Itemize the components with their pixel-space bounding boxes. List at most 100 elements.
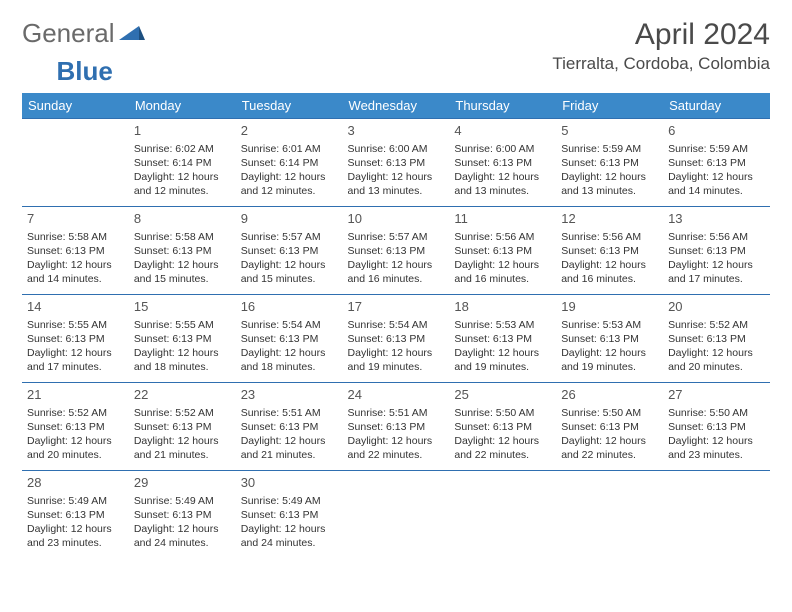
sunrise-text: Sunrise: 6:00 AM <box>348 142 445 156</box>
sunrise-text: Sunrise: 5:50 AM <box>454 406 551 420</box>
day-number: 6 <box>668 122 765 140</box>
sunrise-text: Sunrise: 5:50 AM <box>561 406 658 420</box>
sunset-text: Sunset: 6:13 PM <box>348 332 445 346</box>
day-number: 15 <box>134 298 231 316</box>
sunrise-text: Sunrise: 5:55 AM <box>27 318 124 332</box>
calendar-day-cell: 20Sunrise: 5:52 AMSunset: 6:13 PMDayligh… <box>663 295 770 383</box>
daylight-text: Daylight: 12 hours <box>561 258 658 272</box>
day-number: 17 <box>348 298 445 316</box>
sunrise-text: Sunrise: 5:49 AM <box>134 494 231 508</box>
sunrise-text: Sunrise: 5:50 AM <box>668 406 765 420</box>
weekday-header: Monday <box>129 93 236 119</box>
weekday-header: Sunday <box>22 93 129 119</box>
sunset-text: Sunset: 6:13 PM <box>561 332 658 346</box>
sunrise-text: Sunrise: 5:56 AM <box>454 230 551 244</box>
daylight-text: Daylight: 12 hours <box>241 522 338 536</box>
daylight-text: and 13 minutes. <box>454 184 551 198</box>
sunrise-text: Sunrise: 5:57 AM <box>348 230 445 244</box>
logo-text-general: General <box>22 18 115 49</box>
calendar-day-cell: 16Sunrise: 5:54 AMSunset: 6:13 PMDayligh… <box>236 295 343 383</box>
calendar-day-cell: 8 Sunrise: 5:58 AMSunset: 6:13 PMDaylight… <box>129 207 236 295</box>
daylight-text: and 21 minutes. <box>241 448 338 462</box>
daylight-text: Daylight: 12 hours <box>27 522 124 536</box>
sunset-text: Sunset: 6:13 PM <box>348 244 445 258</box>
sunset-text: Sunset: 6:13 PM <box>454 244 551 258</box>
sunset-text: Sunset: 6:13 PM <box>27 332 124 346</box>
daylight-text: Daylight: 12 hours <box>561 346 658 360</box>
day-number: 12 <box>561 210 658 228</box>
day-number: 4 <box>454 122 551 140</box>
calendar-day-cell: 15Sunrise: 5:55 AMSunset: 6:13 PMDayligh… <box>129 295 236 383</box>
daylight-text: and 20 minutes. <box>668 360 765 374</box>
daylight-text: Daylight: 12 hours <box>241 434 338 448</box>
logo: General <box>22 18 145 49</box>
daylight-text: Daylight: 12 hours <box>27 258 124 272</box>
sunrise-text: Sunrise: 5:49 AM <box>241 494 338 508</box>
daylight-text: Daylight: 12 hours <box>454 434 551 448</box>
day-number: 2 <box>241 122 338 140</box>
daylight-text: and 16 minutes. <box>348 272 445 286</box>
calendar-day-cell <box>663 471 770 559</box>
calendar-day-cell: 4Sunrise: 6:00 AMSunset: 6:13 PMDaylight… <box>449 119 556 207</box>
calendar-week-row: 14Sunrise: 5:55 AMSunset: 6:13 PMDayligh… <box>22 295 770 383</box>
sunset-text: Sunset: 6:13 PM <box>241 244 338 258</box>
logo-icon <box>119 18 145 49</box>
daylight-text: Daylight: 12 hours <box>348 346 445 360</box>
sunset-text: Sunset: 6:13 PM <box>134 244 231 258</box>
weekday-header-row: Sunday Monday Tuesday Wednesday Thursday… <box>22 93 770 119</box>
daylight-text: Daylight: 12 hours <box>134 522 231 536</box>
calendar-day-cell: 12Sunrise: 5:56 AMSunset: 6:13 PMDayligh… <box>556 207 663 295</box>
calendar-day-cell: 13Sunrise: 5:56 AMSunset: 6:13 PMDayligh… <box>663 207 770 295</box>
calendar-body: 1Sunrise: 6:02 AMSunset: 6:14 PMDaylight… <box>22 119 770 559</box>
daylight-text: and 20 minutes. <box>27 448 124 462</box>
weekday-header: Tuesday <box>236 93 343 119</box>
sunset-text: Sunset: 6:13 PM <box>454 420 551 434</box>
sunrise-text: Sunrise: 5:57 AM <box>241 230 338 244</box>
day-number: 22 <box>134 386 231 404</box>
calendar-day-cell: 14Sunrise: 5:55 AMSunset: 6:13 PMDayligh… <box>22 295 129 383</box>
day-number: 1 <box>134 122 231 140</box>
daylight-text: and 24 minutes. <box>241 536 338 550</box>
calendar-day-cell: 7Sunrise: 5:58 AMSunset: 6:13 PMDaylight… <box>22 207 129 295</box>
daylight-text: Daylight: 12 hours <box>134 346 231 360</box>
daylight-text: Daylight: 12 hours <box>348 258 445 272</box>
calendar-day-cell: 6Sunrise: 5:59 AMSunset: 6:13 PMDaylight… <box>663 119 770 207</box>
weekday-header: Thursday <box>449 93 556 119</box>
daylight-text: and 17 minutes. <box>27 360 124 374</box>
daylight-text: Daylight: 12 hours <box>134 258 231 272</box>
daylight-text: Daylight: 12 hours <box>668 434 765 448</box>
weekday-header: Wednesday <box>343 93 450 119</box>
day-number: 23 <box>241 386 338 404</box>
day-number: 30 <box>241 474 338 492</box>
sunrise-text: Sunrise: 5:56 AM <box>561 230 658 244</box>
sunrise-text: Sunrise: 5:54 AM <box>348 318 445 332</box>
daylight-text: Daylight: 12 hours <box>348 434 445 448</box>
calendar-table: Sunday Monday Tuesday Wednesday Thursday… <box>22 93 770 559</box>
daylight-text: and 12 minutes. <box>134 184 231 198</box>
daylight-text: Daylight: 12 hours <box>134 170 231 184</box>
daylight-text: Daylight: 12 hours <box>348 170 445 184</box>
sunrise-text: Sunrise: 5:58 AM <box>134 230 231 244</box>
day-number: 13 <box>668 210 765 228</box>
day-number: 25 <box>454 386 551 404</box>
day-number: 8 <box>134 210 231 228</box>
calendar-day-cell: 23Sunrise: 5:51 AMSunset: 6:13 PMDayligh… <box>236 383 343 471</box>
sunrise-text: Sunrise: 5:49 AM <box>27 494 124 508</box>
sunrise-text: Sunrise: 5:56 AM <box>668 230 765 244</box>
calendar-day-cell <box>556 471 663 559</box>
sunset-text: Sunset: 6:13 PM <box>668 244 765 258</box>
calendar-day-cell: 24Sunrise: 5:51 AMSunset: 6:13 PMDayligh… <box>343 383 450 471</box>
sunrise-text: Sunrise: 5:59 AM <box>668 142 765 156</box>
day-number: 14 <box>27 298 124 316</box>
calendar-day-cell: 18Sunrise: 5:53 AMSunset: 6:13 PMDayligh… <box>449 295 556 383</box>
sunrise-text: Sunrise: 5:52 AM <box>668 318 765 332</box>
sunrise-text: Sunrise: 5:55 AM <box>134 318 231 332</box>
sunset-text: Sunset: 6:13 PM <box>561 420 658 434</box>
logo-text-blue: Blue <box>57 56 113 86</box>
sunrise-text: Sunrise: 5:58 AM <box>27 230 124 244</box>
calendar-day-cell: 17 Sunrise: 5:54 AMSunset: 6:13 PMDayligh… <box>343 295 450 383</box>
daylight-text: and 21 minutes. <box>134 448 231 462</box>
calendar-day-cell <box>343 471 450 559</box>
day-number: 21 <box>27 386 124 404</box>
sunset-text: Sunset: 6:13 PM <box>348 156 445 170</box>
